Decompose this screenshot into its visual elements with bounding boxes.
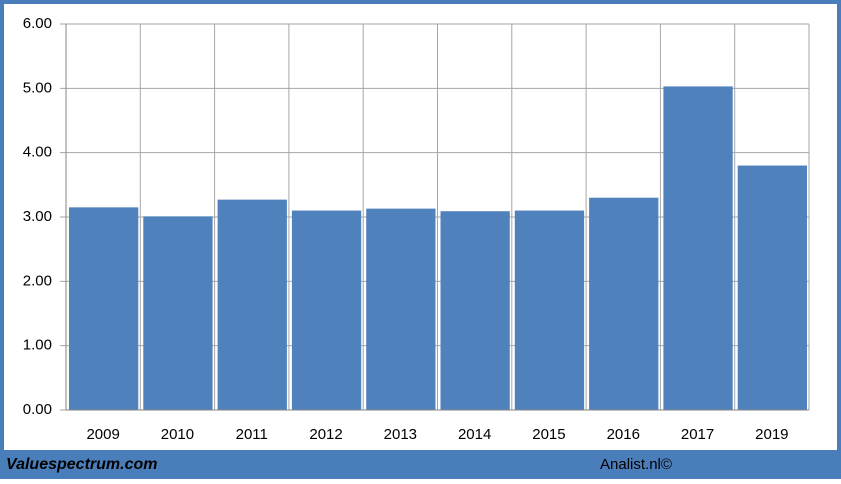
bar [69, 207, 139, 410]
footer-left: Valuespectrum.com [6, 456, 157, 473]
x-tick-label: 2009 [86, 426, 119, 443]
footer-right: Analist.nl© [600, 456, 672, 473]
x-tick-label: 2014 [458, 426, 491, 443]
y-tick-label: 0.00 [23, 401, 52, 418]
x-tick-label: 2010 [161, 426, 194, 443]
y-tick-label: 2.00 [23, 272, 52, 289]
x-tick-label: 2019 [755, 426, 788, 443]
y-tick-label: 1.00 [23, 337, 52, 354]
bar [737, 165, 807, 410]
bar [217, 199, 287, 410]
bar [663, 86, 733, 411]
bar [291, 210, 362, 410]
x-tick-label: 2017 [681, 426, 714, 443]
bar [143, 216, 213, 410]
x-tick-label: 2012 [309, 426, 342, 443]
y-tick-label: 6.00 [23, 15, 52, 32]
y-tick-label: 4.00 [23, 144, 52, 161]
bar [589, 197, 659, 410]
x-tick-label: 2011 [236, 426, 268, 443]
y-tick-label: 3.00 [23, 208, 52, 225]
y-tick-label: 5.00 [23, 79, 52, 96]
bar [366, 208, 436, 410]
x-tick-label: 2016 [607, 426, 640, 443]
bar [440, 211, 510, 410]
x-tick-label: 2015 [532, 426, 565, 443]
bar [514, 210, 585, 410]
x-tick-label: 2013 [384, 426, 417, 443]
